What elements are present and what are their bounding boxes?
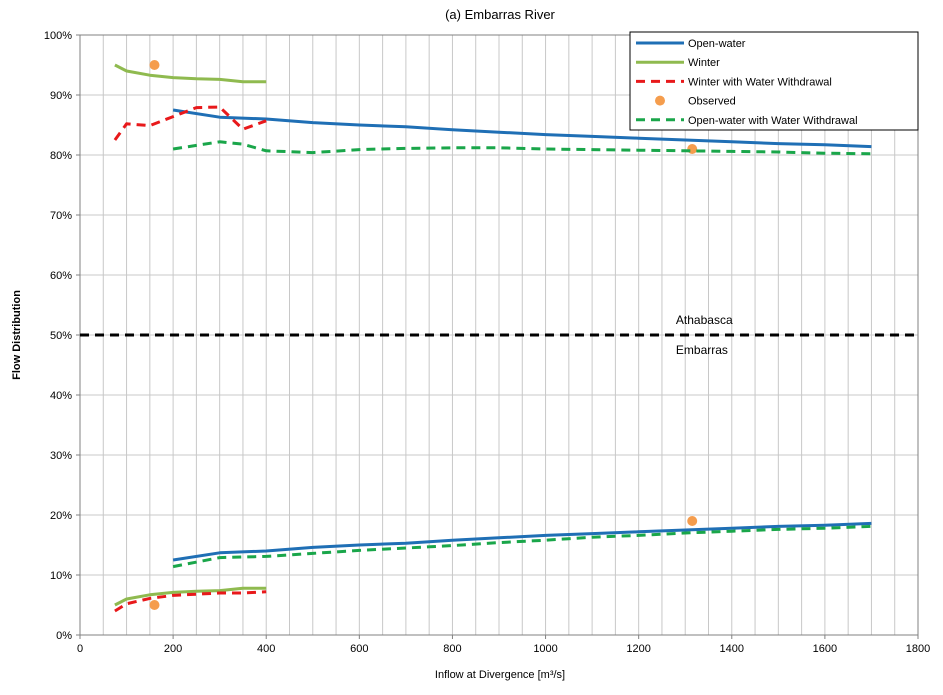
x-tick-label: 1800 (906, 643, 930, 655)
series-line-open-water-with-water-withdrawal (172, 140, 872, 156)
x-tick-label: 1000 (533, 643, 557, 655)
observed-point (149, 600, 160, 610)
x-tick-label: 1200 (626, 643, 650, 655)
series (113, 60, 872, 613)
y-axis-label: Flow Distribution (11, 290, 23, 380)
observed-point (687, 516, 698, 526)
series-line-winter-with-water-withdrawal (114, 590, 267, 613)
series-line-winter-with-water-withdrawal (113, 105, 267, 141)
series-line-open-water (172, 108, 872, 149)
x-tick-label: 800 (443, 643, 461, 655)
ticks: 0 200 400 600 800 1000 1200 1400 1600 1800 0% 10% 20… (44, 30, 930, 655)
x-tick-label: 400 (257, 643, 275, 655)
x-tick-label: 1400 (720, 643, 744, 655)
series-line-open-water (172, 521, 872, 562)
legend-label: Observed (688, 96, 736, 108)
legend-label: Winter (688, 57, 720, 69)
x-tick-label: 600 (350, 643, 368, 655)
y-tick-label: 20% (50, 510, 72, 522)
x-tick-label: 200 (164, 643, 182, 655)
legend-marker (655, 95, 665, 106)
legend-label: Open-water with Water Withdrawal (688, 115, 858, 127)
y-tick-label: 100% (44, 30, 72, 42)
x-axis-label: Inflow at Divergence [m³/s] (435, 669, 565, 681)
legend-box (629, 31, 919, 131)
series-line-winter (114, 586, 267, 607)
annotation-label: Embarras (676, 343, 728, 357)
y-tick-label: 90% (50, 90, 72, 102)
legend-label: Open-water (688, 38, 746, 50)
y-tick-label: 30% (50, 450, 72, 462)
legend-label: Winter with Water Withdrawal (688, 76, 832, 88)
annotation-label: Athabasca (676, 313, 733, 327)
observed-point (149, 60, 160, 70)
x-tick-label: 1600 (813, 643, 837, 655)
annotations: Athabasca Embarras (676, 313, 733, 357)
series-line-open-water-with-water-withdrawal (172, 524, 872, 569)
y-tick-label: 70% (50, 210, 72, 222)
observed-point (687, 144, 698, 154)
chart-title: (a) Embarras River (445, 7, 555, 22)
y-tick-label: 0% (56, 630, 72, 642)
y-tick-label: 10% (50, 570, 72, 582)
y-tick-label: 40% (50, 390, 72, 402)
legend: Open-water Winter Winter with Water Withdr… (629, 31, 919, 131)
x-tick-label: 0 (77, 643, 83, 655)
y-tick-label: 60% (50, 270, 72, 282)
y-tick-label: 50% (50, 330, 72, 342)
series-line-winter (114, 63, 267, 84)
y-tick-label: 80% (50, 150, 72, 162)
